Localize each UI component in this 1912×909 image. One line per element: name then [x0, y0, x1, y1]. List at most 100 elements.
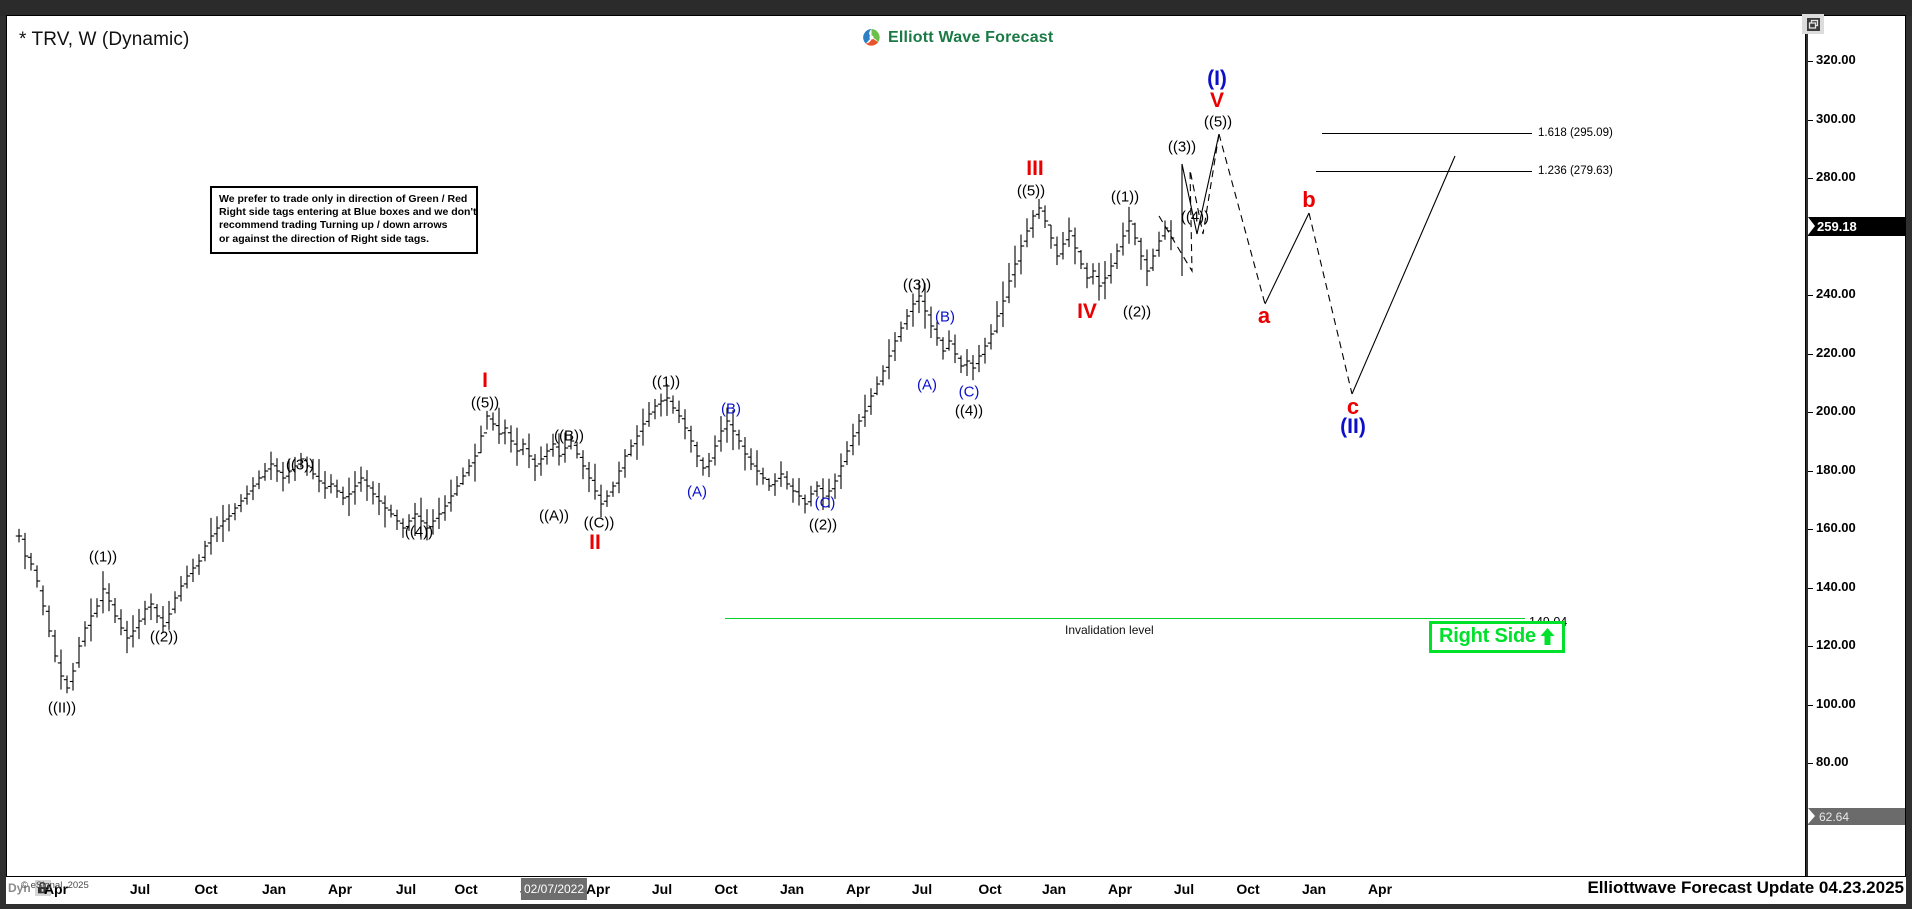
price-tick: 280.00 — [1808, 169, 1905, 184]
time-tick-label: Apr — [585, 881, 611, 897]
price-tick: 140.00 — [1808, 579, 1905, 594]
wave-label: ((3)) — [902, 276, 932, 294]
fibonacci-line — [1316, 171, 1532, 172]
price-tick: 220.00 — [1808, 345, 1905, 360]
wave-label: ((1)) — [651, 373, 681, 391]
wave-label: ((A)) — [539, 507, 569, 525]
price-tick: 320.00 — [1808, 52, 1905, 67]
time-tick-label: Jul — [1173, 881, 1195, 897]
price-tick: 200.00 — [1808, 403, 1905, 418]
invalidation-level-label: Invalidation level — [1065, 623, 1154, 637]
disclaimer-line-3: recommend trading Turning up / down arro… — [219, 219, 448, 232]
tick-mark — [1808, 178, 1813, 179]
wave-label: ((3)) — [1167, 138, 1197, 156]
low-tag-arrow-icon — [1808, 808, 1815, 824]
tick-mark — [1808, 295, 1813, 296]
tick-mark — [1808, 763, 1813, 764]
time-tick-label: Jul — [651, 881, 673, 897]
time-tick-label: Oct — [978, 881, 1002, 897]
lock-icon[interactable] — [34, 880, 51, 896]
fibonacci-line — [1322, 133, 1532, 134]
dyn-label: Dyn — [8, 881, 31, 895]
date-cursor-tag: 02/07/2022 — [520, 878, 588, 900]
price-tick: 300.00 — [1808, 111, 1905, 126]
fibonacci-label: 1.236 (279.63) — [1538, 165, 1613, 177]
tick-mark — [1808, 471, 1813, 472]
dynamic-mode-control[interactable]: Dyn — [8, 880, 51, 896]
time-tick-label: Oct — [194, 881, 218, 897]
wave-label: ((3)) — [285, 456, 315, 474]
price-tick: 160.00 — [1808, 520, 1905, 535]
wave-label: IV — [1077, 300, 1097, 323]
tick-label: 220.00 — [1816, 345, 1856, 360]
wave-label: ((4)) — [1180, 208, 1210, 226]
wave-label: I — [482, 369, 488, 392]
arrow-up-icon — [1540, 628, 1555, 645]
wave-label: ((5)) — [1016, 182, 1046, 200]
chart-canvas[interactable]: * TRV, W (Dynamic) Elliott Wave Forecast… — [6, 15, 1806, 895]
wave-label: ((1)) — [88, 548, 118, 566]
tick-mark — [1808, 120, 1813, 121]
disclaimer-line-4: or against the direction of Right side t… — [219, 232, 430, 245]
copyright-text: © eSignal, 2025 — [21, 880, 89, 891]
wave-label: II — [589, 531, 601, 554]
time-tick-label: Oct — [454, 881, 478, 897]
wave-label: ((1)) — [1110, 188, 1140, 206]
price-axis[interactable]: 320.00 300.00 280.00 240.00 220.00 200.00 180.… — [1808, 15, 1906, 895]
tick-label: 320.00 — [1816, 52, 1856, 67]
tick-label: 180.00 — [1816, 462, 1856, 477]
wave-label: (A) — [917, 376, 937, 394]
wave-label: ((5)) — [1203, 113, 1233, 131]
wave-label: ((2)) — [149, 628, 179, 646]
wave-label: (C) — [958, 383, 980, 401]
tick-mark — [1808, 61, 1813, 62]
wave-label: (I) — [1207, 67, 1227, 90]
tick-mark — [1808, 529, 1813, 530]
tick-label: 280.00 — [1816, 169, 1856, 184]
invalidation-level-line — [725, 618, 1525, 619]
wave-label: ((2)) — [808, 516, 838, 534]
price-tick: 80.00 — [1808, 754, 1905, 769]
time-tick-label: Apr — [327, 881, 353, 897]
price-tick: 180.00 — [1808, 462, 1905, 477]
wave-label: III — [1026, 157, 1044, 180]
price-tick: 120.00 — [1808, 637, 1905, 652]
right-side-tag[interactable]: Right Side — [1429, 621, 1565, 653]
tick-label: 80.00 — [1816, 754, 1849, 769]
wave-label: ((4)) — [404, 523, 434, 541]
time-tick-label: Jul — [129, 881, 151, 897]
disclaimer-textbox: We prefer to trade only in direction of … — [210, 186, 478, 254]
wave-label: (II) — [1340, 415, 1366, 438]
tick-mark — [1808, 705, 1813, 706]
tick-label: 200.00 — [1816, 403, 1856, 418]
last-price-tag: 259.18 — [1808, 217, 1905, 236]
price-series-svg — [15, 133, 1456, 694]
tick-mark — [1808, 646, 1813, 647]
disclaimer-line-1: We prefer to trade only in direction of … — [219, 193, 468, 205]
time-tick-label: Jul — [911, 881, 933, 897]
tick-mark — [1808, 412, 1813, 413]
time-axis[interactable]: Dyn Apr Jul Oct Jan Apr Jul Oct Jan Apr Jul Oct Jan… — [6, 876, 1906, 904]
wave-label: ((C)) — [583, 514, 615, 532]
price-tag-arrow-icon — [1808, 217, 1815, 235]
right-side-label: Right Side — [1439, 625, 1536, 647]
low-price-value: 62.64 — [1819, 809, 1850, 824]
tick-mark — [1808, 588, 1813, 589]
brand-name: Elliott Wave Forecast — [888, 28, 1054, 46]
wave-label: ((B)) — [554, 427, 584, 445]
wave-label: (B) — [721, 400, 741, 418]
wave-label: ((4)) — [954, 402, 984, 420]
time-tick-label: Jan — [261, 881, 287, 897]
tick-label: 300.00 — [1816, 111, 1856, 126]
tick-label: 100.00 — [1816, 696, 1856, 711]
time-tick-label: Jan — [1041, 881, 1067, 897]
wave-label: ((II)) — [47, 699, 77, 717]
elliott-wave-swirl-icon — [862, 28, 881, 47]
tick-label: 120.00 — [1816, 637, 1856, 652]
wave-label: V — [1209, 89, 1225, 112]
time-tick-label: Jan — [779, 881, 805, 897]
time-tick-label: Jan — [1301, 881, 1327, 897]
fibonacci-label: 1.618 (295.09) — [1538, 127, 1613, 139]
restore-window-icon[interactable] — [1802, 14, 1824, 34]
